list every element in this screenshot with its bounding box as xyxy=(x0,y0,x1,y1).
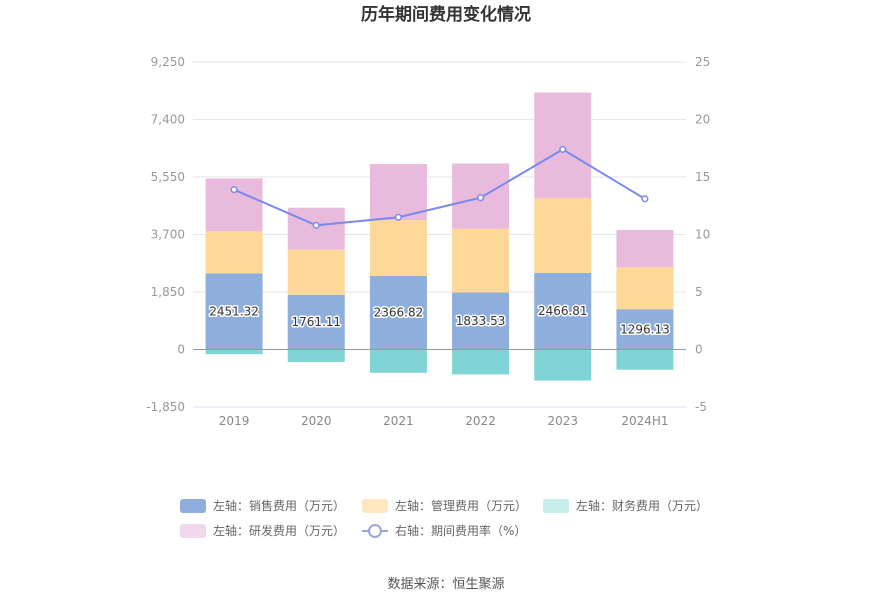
bar-segment xyxy=(287,349,345,362)
legend-marker xyxy=(368,524,382,538)
bar-segment xyxy=(534,198,592,273)
legend-item[interactable]: 左轴：销售费用（万元） xyxy=(180,498,345,513)
bar-segment xyxy=(534,92,592,199)
left-tick-label: 0 xyxy=(177,343,185,357)
legend-swatch xyxy=(180,524,206,538)
legend-label: 左轴：销售费用（万元） xyxy=(213,498,345,513)
x-tick-label: 2023 xyxy=(547,414,578,428)
right-tick-label: 5 xyxy=(695,285,703,299)
legend: 左轴：销售费用（万元） 左轴：管理费用（万元） 左轴：财务费用（万元） 左轴：研发费用… xyxy=(180,498,708,538)
bar-segment xyxy=(205,231,263,274)
x-tick-label: 2022 xyxy=(465,414,496,428)
bar-segment xyxy=(534,272,592,350)
left-tick-label: 5,550 xyxy=(151,170,185,184)
x-tick-label: 2024H1 xyxy=(621,414,668,428)
legend-item[interactable]: 左轴：研发费用（万元） xyxy=(180,523,345,538)
legend-label: 左轴：财务费用（万元） xyxy=(576,498,708,513)
rate-point xyxy=(312,221,320,229)
legend-item[interactable]: 左轴：管理费用（万元） xyxy=(362,498,527,513)
legend-label: 右轴：期间费用率（%） xyxy=(395,523,526,538)
left-axis-ticks: 9,250 7,400 5,550 3,700 1,850 0 -1,850 xyxy=(146,55,185,414)
legend-swatch xyxy=(543,499,569,513)
bar-segment xyxy=(616,229,674,268)
x-tick-label: 2021 xyxy=(383,414,414,428)
bar-segment xyxy=(452,292,510,350)
x-tick-label: 2019 xyxy=(219,414,250,428)
right-tick-label: -5 xyxy=(695,400,707,414)
left-tick-label: 1,850 xyxy=(151,285,185,299)
left-tick-label: -1,850 xyxy=(146,400,185,414)
data-label: 2366.82 xyxy=(374,306,424,320)
bar-segment xyxy=(205,273,263,350)
legend-swatch xyxy=(362,499,388,513)
data-labels: 2451.32 1761.11 2366.82 1833.53 2466.81 1296.… xyxy=(208,303,671,338)
bar-segment xyxy=(369,275,427,350)
rate-point xyxy=(559,145,567,153)
bars xyxy=(205,92,674,381)
legend-label: 左轴：管理费用（万元） xyxy=(395,498,527,513)
bar-segment xyxy=(369,164,427,220)
right-tick-label: 25 xyxy=(695,55,710,69)
expense-rate-line xyxy=(230,145,649,229)
right-axis-ticks: 25 20 15 10 5 0 -5 xyxy=(695,55,710,414)
data-label: 1296.13 xyxy=(620,322,670,336)
bar-segment xyxy=(369,349,427,373)
bar-segment xyxy=(616,309,674,350)
data-label: 1761.11 xyxy=(291,315,341,329)
x-tick-label: 2020 xyxy=(301,414,332,428)
data-source: 数据来源：恒生聚源 xyxy=(387,577,504,592)
chart-title: 历年期间费用变化情况 xyxy=(361,4,531,25)
rate-point xyxy=(641,195,649,203)
bar-segment xyxy=(369,219,427,276)
bar-segment xyxy=(616,267,674,310)
legend-label: 左轴：研发费用（万元） xyxy=(213,523,345,538)
bar-segment xyxy=(534,349,592,381)
right-tick-label: 15 xyxy=(695,170,710,184)
bar-segment xyxy=(452,349,510,375)
bar-segment xyxy=(287,249,345,295)
data-label: 1833.53 xyxy=(456,314,506,328)
rate-line xyxy=(233,148,646,227)
right-tick-label: 20 xyxy=(695,113,710,127)
x-axis-ticks: 2019 2020 2021 2022 2023 2024H1 xyxy=(219,414,669,428)
rate-point xyxy=(230,186,238,194)
legend-item[interactable]: 右轴：期间费用率（%） xyxy=(362,523,526,538)
right-tick-label: 0 xyxy=(695,343,703,357)
left-tick-label: 9,250 xyxy=(151,55,185,69)
right-tick-label: 10 xyxy=(695,228,710,242)
left-tick-label: 7,400 xyxy=(151,113,185,127)
bar-segment xyxy=(205,349,263,355)
legend-item[interactable]: 左轴：财务费用（万元） xyxy=(543,498,708,513)
data-label: 2466.81 xyxy=(538,304,588,318)
bar-segment xyxy=(616,349,674,370)
bar-segment xyxy=(287,294,345,350)
legend-swatch xyxy=(180,499,206,513)
rate-point xyxy=(477,194,485,202)
rate-point xyxy=(394,213,402,221)
grid-lines xyxy=(193,61,686,408)
data-label: 2451.32 xyxy=(209,304,259,318)
left-tick-label: 3,700 xyxy=(151,228,185,242)
bar-segment xyxy=(452,228,510,293)
